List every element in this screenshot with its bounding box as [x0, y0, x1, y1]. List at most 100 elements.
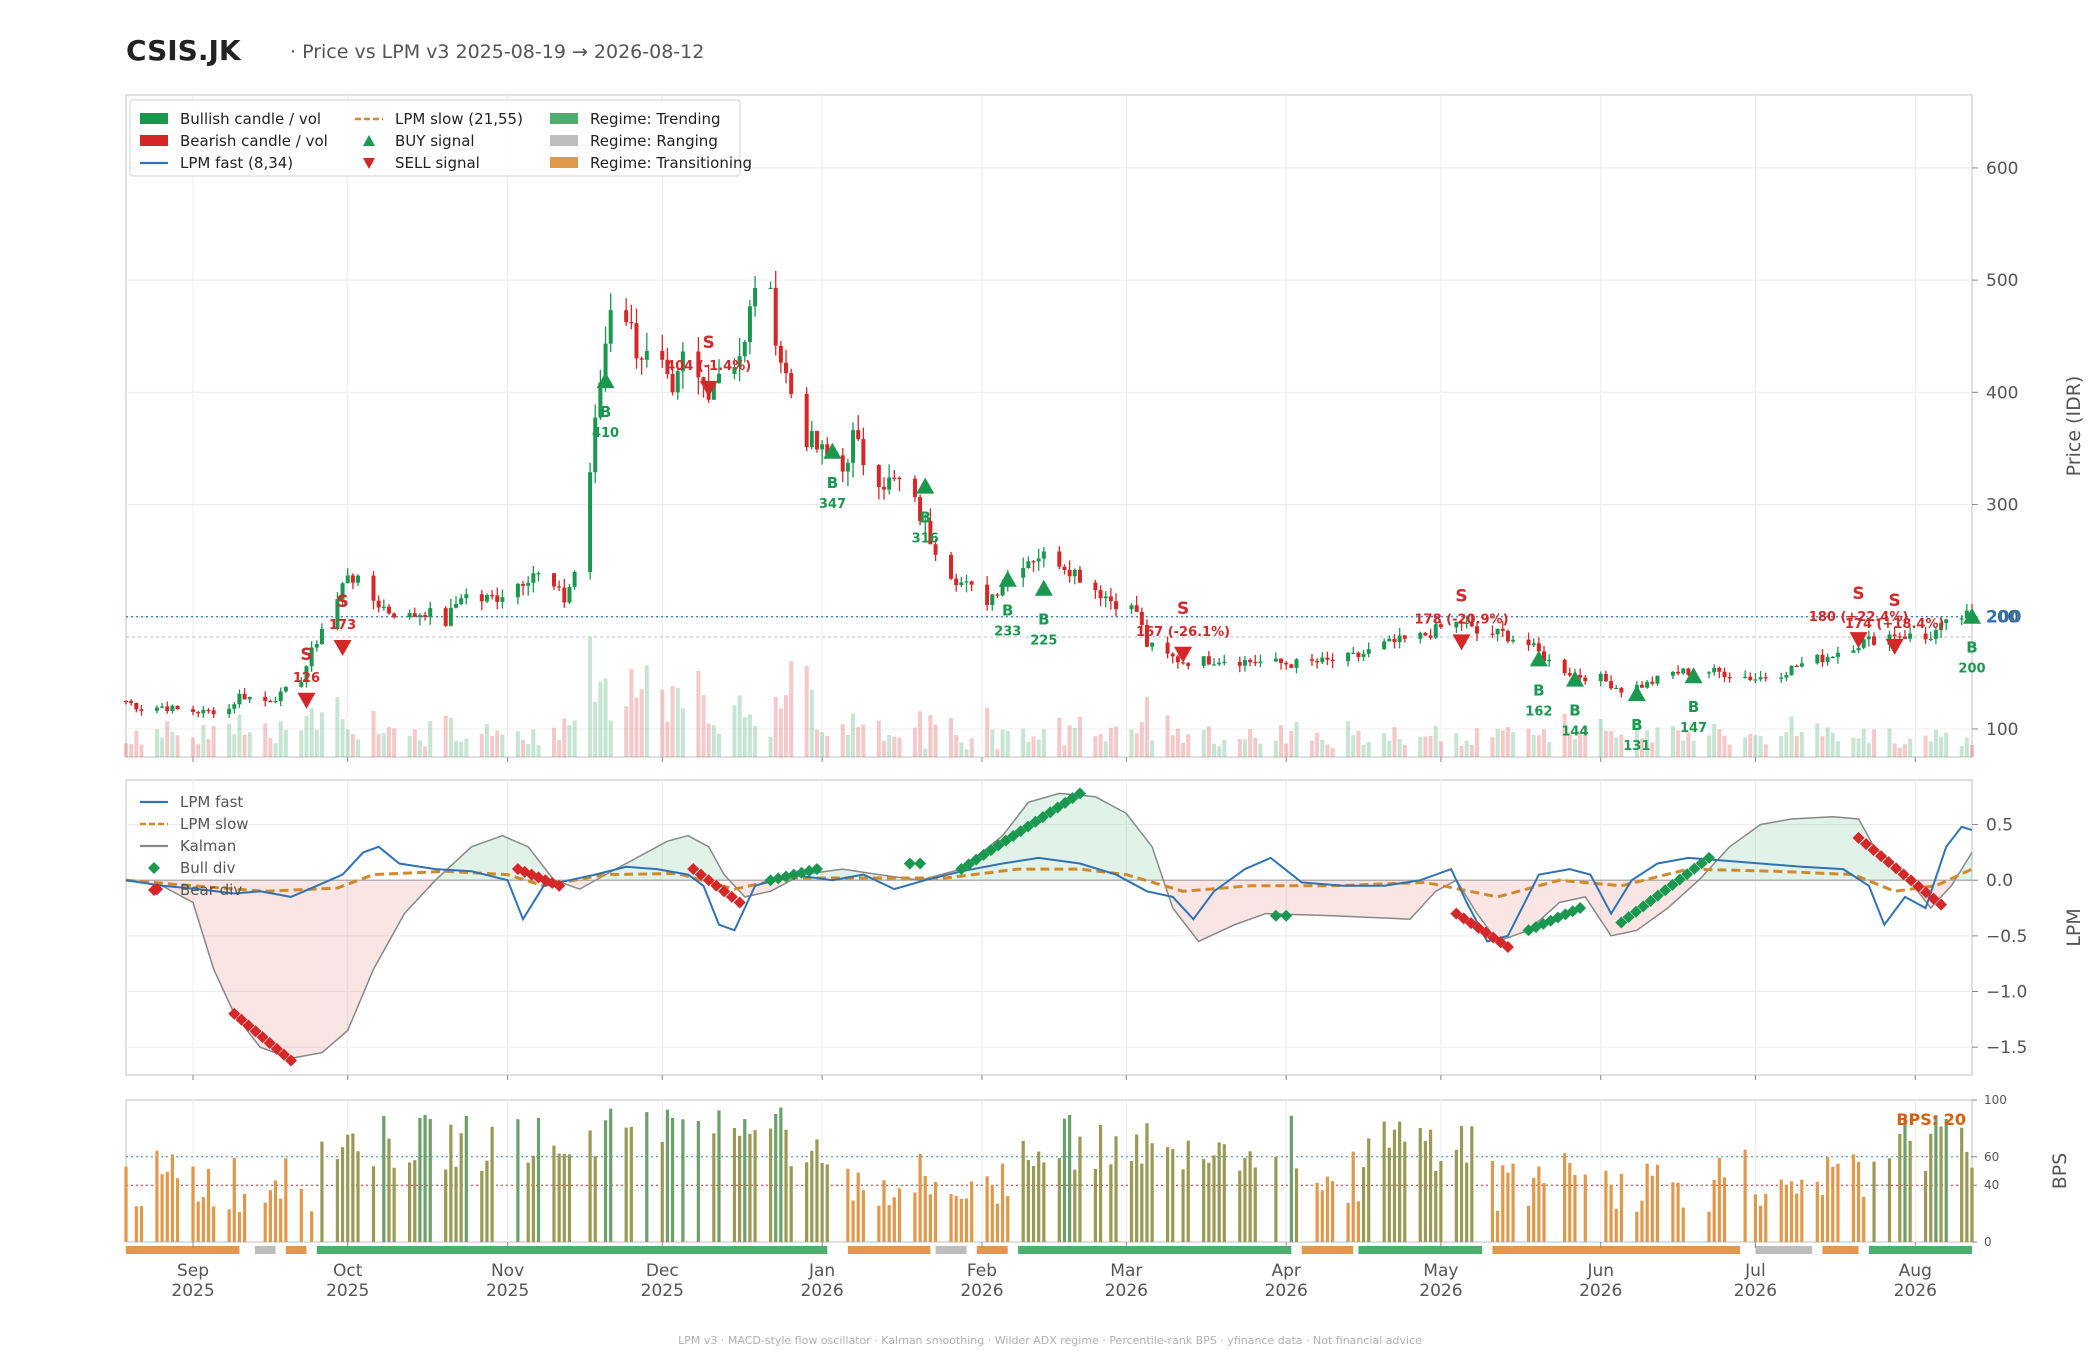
candle-body — [1418, 632, 1423, 639]
buy-signal-label: 316 — [912, 532, 939, 547]
kalman-fill — [1476, 880, 1483, 921]
candle-body — [1397, 635, 1402, 643]
bear-div-marker — [270, 1042, 283, 1055]
volume-bar — [170, 731, 175, 757]
kalman-fill — [1961, 860, 1967, 881]
volume-bar — [201, 724, 206, 757]
volume-bar — [1077, 716, 1082, 757]
y-tick-label: 100 — [1986, 720, 2018, 740]
kalman-fill — [208, 880, 214, 970]
kalman-fill — [646, 849, 652, 881]
candle-body — [629, 322, 634, 324]
kalman-fill — [1332, 880, 1338, 917]
bps-bar — [660, 1141, 664, 1242]
candle-body — [1531, 643, 1536, 646]
bps-bar — [1382, 1121, 1386, 1242]
volume-bar — [1382, 733, 1387, 757]
bps-bar — [1800, 1179, 1804, 1242]
legend-label: Bullish candle / vol — [180, 110, 321, 128]
candle-body — [376, 600, 381, 608]
bps-bar — [1707, 1211, 1711, 1242]
candle-body — [1129, 605, 1134, 610]
kalman-fill — [1559, 880, 1565, 903]
bps-bar — [1140, 1163, 1144, 1242]
candle-body — [995, 594, 1000, 596]
volume-bar — [335, 697, 340, 757]
bps-bar — [882, 1180, 886, 1242]
volume-bar — [139, 744, 144, 757]
kalman-fill — [631, 857, 637, 881]
bps-bar — [1392, 1129, 1397, 1242]
kalman-fill — [1368, 880, 1374, 918]
kalman-fill — [1301, 880, 1307, 915]
bps-bar — [990, 1184, 994, 1242]
bps-bar — [444, 1169, 448, 1242]
bps-bar — [1315, 1182, 1319, 1242]
candle-body — [1103, 596, 1108, 599]
kalman-line — [125, 792, 1973, 1060]
candle-body — [196, 711, 201, 714]
volume-bar — [1206, 726, 1211, 757]
candle-body — [639, 358, 644, 360]
kalman-fill — [265, 880, 271, 1051]
volume-bar — [1970, 744, 1974, 757]
bps-bar — [1758, 1205, 1763, 1242]
kalman-fill — [342, 880, 348, 1035]
kalman-fill — [1105, 802, 1111, 881]
bear-div-marker — [1501, 940, 1514, 953]
candle-body — [170, 705, 175, 712]
sell-signal-letter: S — [1889, 591, 1901, 611]
volume-bar — [567, 725, 572, 757]
candle-body — [428, 608, 433, 617]
candle-body — [129, 700, 134, 704]
candle-body — [1036, 558, 1041, 562]
volume-bar — [1779, 735, 1784, 757]
bps-bar — [1614, 1208, 1618, 1242]
candle-body — [1619, 687, 1624, 693]
volume-bar — [129, 744, 134, 757]
bull-div-marker — [999, 834, 1012, 847]
candle-body — [918, 497, 923, 522]
candle-body — [407, 613, 412, 618]
bps-bar — [279, 1198, 283, 1242]
kalman-fill — [1791, 818, 1797, 881]
volume-bar — [768, 736, 773, 757]
y-tick-label: 100 — [1984, 1093, 2007, 1107]
candle-body — [593, 417, 598, 473]
legend-swatch — [140, 135, 168, 146]
volume-bar — [1743, 737, 1748, 757]
volume-bar — [881, 740, 886, 757]
candle-body — [1294, 659, 1299, 668]
volume-bar — [417, 740, 422, 757]
buy-signal-marker — [1529, 650, 1548, 667]
kalman-fill — [1487, 880, 1493, 935]
bps-axis-label: BPS — [2049, 1153, 2071, 1190]
buy-signal-letter: B — [1631, 716, 1642, 734]
bps-bar — [815, 1139, 819, 1242]
candle-body — [809, 431, 814, 448]
legend-label: Bearish candle / vol — [180, 132, 328, 150]
volume-bar — [495, 730, 500, 757]
buy-signal-marker — [1034, 579, 1053, 596]
candle-body — [464, 594, 469, 599]
bps-bar — [1681, 1207, 1685, 1242]
volume-bar — [1031, 736, 1036, 757]
bull-div-marker — [1280, 909, 1293, 922]
kalman-fill — [1074, 794, 1080, 881]
kalman-fill — [755, 880, 761, 895]
bear-div-marker — [702, 874, 715, 887]
bps-bar — [1532, 1177, 1536, 1242]
kalman-fill — [1739, 835, 1746, 881]
volume-bar — [1964, 737, 1969, 757]
volume-bar — [1511, 732, 1516, 757]
volume-bar — [737, 695, 742, 757]
kalman-fill — [1853, 818, 1859, 881]
volume-bar — [1572, 739, 1577, 757]
volume-bar — [160, 737, 165, 757]
kalman-fill — [285, 880, 292, 1059]
volume-bar — [1057, 717, 1062, 757]
volume-bar — [753, 726, 758, 757]
bull-div-marker — [1029, 815, 1042, 828]
volume-bar — [1144, 696, 1149, 757]
candle-body — [557, 586, 562, 588]
